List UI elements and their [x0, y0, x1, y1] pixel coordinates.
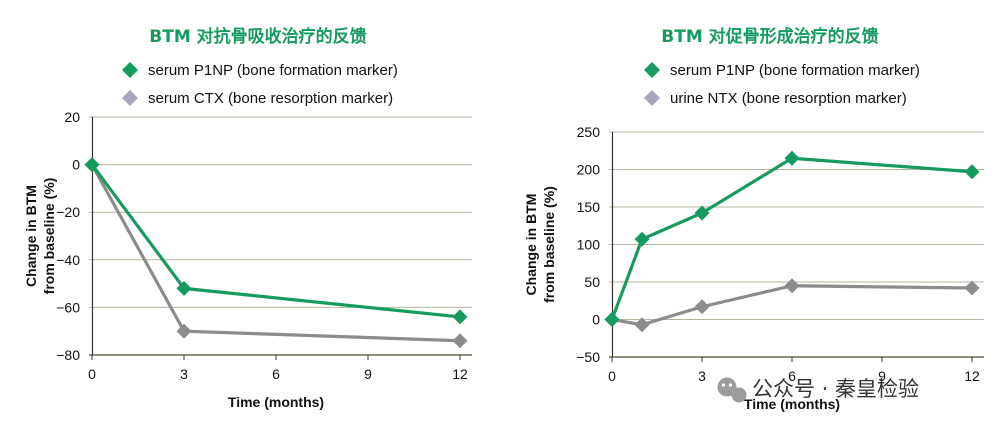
- data-point: [634, 231, 650, 247]
- wechat-icon-eye: [728, 383, 733, 387]
- legend-marker-diamond-icon: [122, 62, 138, 78]
- chart-1: BTM 对抗骨吸收治疗的反馈 serum P1NP (bone formation…: [23, 26, 472, 410]
- watermark: 公众号 · 秦皇检验: [717, 377, 919, 403]
- y-tick-label: 200: [577, 162, 601, 178]
- y-tick-label: −40: [56, 252, 80, 268]
- watermark-text: 公众号 · 秦皇检验: [752, 377, 919, 401]
- chart-title: BTM 对抗骨吸收治疗的反馈: [149, 26, 366, 47]
- legend-marker-diamond-icon: [122, 90, 138, 106]
- y-tick-label: 50: [584, 274, 600, 290]
- data-point: [694, 205, 710, 221]
- x-tick-label: 6: [272, 366, 280, 382]
- y-tick-label: 150: [577, 199, 601, 215]
- legend-marker-diamond-icon: [644, 62, 660, 78]
- y-axis-title: Change in BTM from baseline (%): [523, 186, 557, 303]
- x-tick-label: 3: [180, 366, 188, 382]
- data-point: [452, 333, 468, 349]
- y-tick-label: 250: [577, 124, 601, 140]
- data-point: [604, 312, 620, 327]
- data-point: [784, 278, 800, 294]
- y-tick-label: −80: [56, 347, 80, 363]
- x-axis-title: Time (months): [744, 396, 840, 412]
- legend-marker-diamond-icon: [644, 90, 660, 106]
- series-line: [610, 156, 973, 321]
- y-tick-label: −20: [56, 204, 80, 220]
- series-line: [90, 163, 461, 319]
- legend-label: serum P1NP (bone formation marker): [148, 62, 398, 79]
- data-point: [452, 309, 468, 325]
- x-tick-label: 6: [788, 368, 796, 384]
- data-point: [964, 280, 980, 296]
- legend-label: serum P1NP (bone formation marker): [670, 62, 920, 79]
- x-tick-label: 12: [964, 368, 980, 384]
- x-tick-label: 3: [698, 368, 706, 384]
- data-point: [84, 157, 100, 173]
- wechat-icon-bubble: [731, 387, 747, 403]
- x-tick-label: 12: [452, 366, 468, 382]
- y-tick-label: −60: [56, 299, 80, 315]
- x-tick-label: 0: [608, 368, 616, 384]
- chart-2: BTM 对促骨形成治疗的反馈 serum P1NP (bone formation…: [523, 26, 984, 412]
- data-point: [176, 323, 192, 339]
- y-tick-label: 100: [577, 237, 601, 253]
- x-tick-label: 9: [364, 366, 372, 382]
- y-axis-title-line: Change in BTM: [523, 194, 539, 296]
- x-tick-label: 9: [878, 368, 886, 384]
- y-axis-title-line: Change in BTM: [23, 185, 39, 287]
- data-point: [784, 150, 800, 166]
- series-line: [90, 163, 461, 343]
- x-tick-label: 0: [88, 366, 96, 382]
- legend-label: serum CTX (bone resorption marker): [148, 90, 393, 107]
- legend-label: urine NTX (bone resorption marker): [670, 90, 907, 107]
- wechat-icon: [717, 377, 737, 397]
- y-axis-title-line: from baseline (%): [41, 178, 57, 295]
- data-point: [694, 299, 710, 315]
- y-tick-label: 0: [72, 157, 80, 173]
- wechat-icon-eye: [721, 383, 726, 387]
- data-point: [634, 317, 650, 333]
- chart-title: BTM 对促骨形成治疗的反馈: [661, 26, 878, 47]
- y-tick-label: 20: [64, 109, 80, 125]
- x-axis-title: Time (months): [228, 394, 324, 410]
- y-axis-title: Change in BTM from baseline (%): [23, 178, 57, 295]
- y-tick-label: −50: [576, 349, 600, 365]
- data-point: [964, 164, 980, 180]
- y-tick-label: 0: [592, 312, 600, 328]
- y-axis-title-line: from baseline (%): [541, 186, 557, 303]
- data-point: [176, 280, 192, 296]
